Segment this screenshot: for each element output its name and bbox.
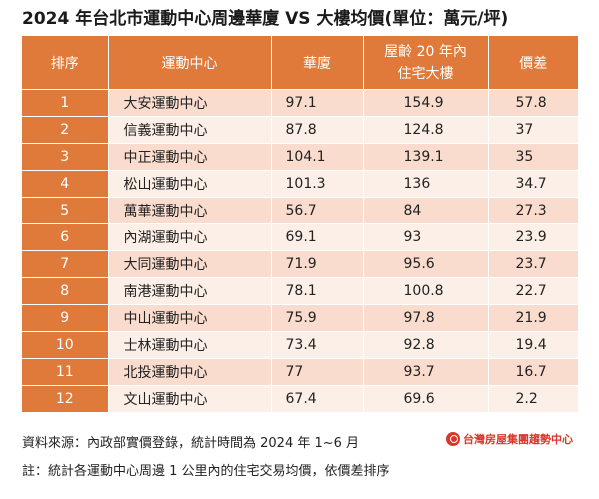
- huaxia-price-cell: 56.7: [271, 196, 364, 224]
- header-diff: 價差: [488, 36, 578, 90]
- page-title: 2024 年台北市運動中心周邊華廈 VS 大樓均價(單位：萬元/坪): [22, 9, 509, 29]
- rank-cell: 6: [22, 223, 109, 251]
- price-diff-cell: 19.4: [488, 331, 578, 359]
- table-row: 10 士林運動中心 73.4 92.8 19.4: [22, 331, 578, 359]
- building-price-cell: 93.7: [363, 357, 489, 386]
- price-diff-cell: 57.8: [488, 89, 578, 117]
- huaxia-price-cell: 78.1: [271, 277, 364, 305]
- center-name-cell: 士林運動中心: [108, 331, 272, 359]
- building-price-cell: 92.8: [363, 331, 489, 359]
- huaxia-price-cell: 104.1: [271, 142, 364, 171]
- price-diff-cell: 2.2: [488, 384, 578, 412]
- rank-cell: 1: [22, 89, 109, 117]
- price-diff-cell: 23.7: [488, 250, 578, 278]
- header-building-line1: 屋齡 20 年內: [384, 43, 467, 60]
- rank-cell: 7: [22, 250, 109, 278]
- header-rank: 排序: [22, 36, 109, 90]
- footnote: 註：統計各運動中心周邊 1 公里內的住宅交易均價，依價差排序: [22, 464, 390, 479]
- center-name-cell: 萬華運動中心: [108, 196, 272, 224]
- huaxia-price-cell: 101.3: [271, 169, 364, 198]
- building-price-cell: 154.9: [363, 89, 489, 117]
- huaxia-price-cell: 73.4: [271, 331, 364, 359]
- rank-cell: 8: [22, 277, 109, 305]
- huaxia-price-cell: 97.1: [271, 89, 364, 117]
- rank-cell: 11: [22, 357, 109, 386]
- rank-cell: 10: [22, 331, 109, 359]
- huaxia-price-cell: 67.4: [271, 384, 364, 412]
- table-row: 1 大安運動中心 97.1 154.9 57.8: [22, 89, 578, 117]
- header-huaxia: 華廈: [271, 36, 364, 90]
- price-table: 排序 運動中心 華廈 屋齡 20 年內 住宅大樓 價差 1 大安運動中心 97.1 1…: [22, 36, 578, 412]
- source-note: 資料來源：內政部實價登錄，統計時間為 2024 年 1~6 月: [22, 436, 360, 451]
- rank-cell: 9: [22, 304, 109, 332]
- rank-cell: 2: [22, 115, 109, 144]
- center-name-cell: 內湖運動中心: [108, 223, 272, 251]
- price-diff-cell: 34.7: [488, 169, 578, 198]
- building-price-cell: 100.8: [363, 277, 489, 305]
- header-center: 運動中心: [108, 36, 272, 90]
- table-row: 6 內湖運動中心 69.1 93 23.9: [22, 223, 578, 251]
- price-diff-cell: 35: [488, 142, 578, 171]
- table-row: 8 南港運動中心 78.1 100.8 22.7: [22, 277, 578, 305]
- rank-cell: 12: [22, 384, 109, 412]
- price-diff-cell: 37: [488, 115, 578, 144]
- building-price-cell: 136: [363, 169, 489, 198]
- huaxia-price-cell: 75.9: [271, 304, 364, 332]
- center-name-cell: 南港運動中心: [108, 277, 272, 305]
- center-name-cell: 北投運動中心: [108, 357, 272, 386]
- brand-logo: 台灣房屋集團趨勢中心: [446, 431, 573, 447]
- price-diff-cell: 16.7: [488, 357, 578, 386]
- table-row: 12 文山運動中心 67.4 69.6 2.2: [22, 384, 578, 412]
- table-row: 7 大同運動中心 71.9 95.6 23.7: [22, 250, 578, 278]
- logo-icon: [446, 432, 460, 446]
- huaxia-price-cell: 69.1: [271, 223, 364, 251]
- rank-cell: 3: [22, 142, 109, 171]
- huaxia-price-cell: 87.8: [271, 115, 364, 144]
- huaxia-price-cell: 71.9: [271, 250, 364, 278]
- center-name-cell: 信義運動中心: [108, 115, 272, 144]
- price-diff-cell: 27.3: [488, 196, 578, 224]
- rank-cell: 5: [22, 196, 109, 224]
- building-price-cell: 139.1: [363, 142, 489, 171]
- table-row: 9 中山運動中心 75.9 97.8 21.9: [22, 304, 578, 332]
- header-building: 屋齡 20 年內 住宅大樓: [363, 36, 489, 90]
- center-name-cell: 中正運動中心: [108, 142, 272, 171]
- table-row: 3 中正運動中心 104.1 139.1 35: [22, 142, 578, 171]
- logo-text: 台灣房屋集團趨勢中心: [463, 433, 573, 446]
- huaxia-price-cell: 77: [271, 357, 364, 386]
- center-name-cell: 松山運動中心: [108, 169, 272, 198]
- center-name-cell: 中山運動中心: [108, 304, 272, 332]
- table-row: 4 松山運動中心 101.3 136 34.7: [22, 169, 578, 198]
- table-row: 2 信義運動中心 87.8 124.8 37: [22, 115, 578, 144]
- building-price-cell: 93: [363, 223, 489, 251]
- table-body: 1 大安運動中心 97.1 154.9 57.8 2 信義運動中心 87.8 124.8 37 3 中…: [22, 89, 578, 412]
- building-price-cell: 124.8: [363, 115, 489, 144]
- price-diff-cell: 22.7: [488, 277, 578, 305]
- center-name-cell: 大安運動中心: [108, 89, 272, 117]
- building-price-cell: 97.8: [363, 304, 489, 332]
- building-price-cell: 84: [363, 196, 489, 224]
- table-row: 11 北投運動中心 77 93.7 16.7: [22, 357, 578, 386]
- table-header-row: 排序 運動中心 華廈 屋齡 20 年內 住宅大樓 價差: [22, 36, 578, 90]
- center-name-cell: 文山運動中心: [108, 384, 272, 412]
- price-diff-cell: 23.9: [488, 223, 578, 251]
- header-building-line2: 住宅大樓: [397, 65, 454, 82]
- rank-cell: 4: [22, 169, 109, 198]
- building-price-cell: 95.6: [363, 250, 489, 278]
- center-name-cell: 大同運動中心: [108, 250, 272, 278]
- price-diff-cell: 21.9: [488, 304, 578, 332]
- table-row: 5 萬華運動中心 56.7 84 27.3: [22, 196, 578, 224]
- building-price-cell: 69.6: [363, 384, 489, 412]
